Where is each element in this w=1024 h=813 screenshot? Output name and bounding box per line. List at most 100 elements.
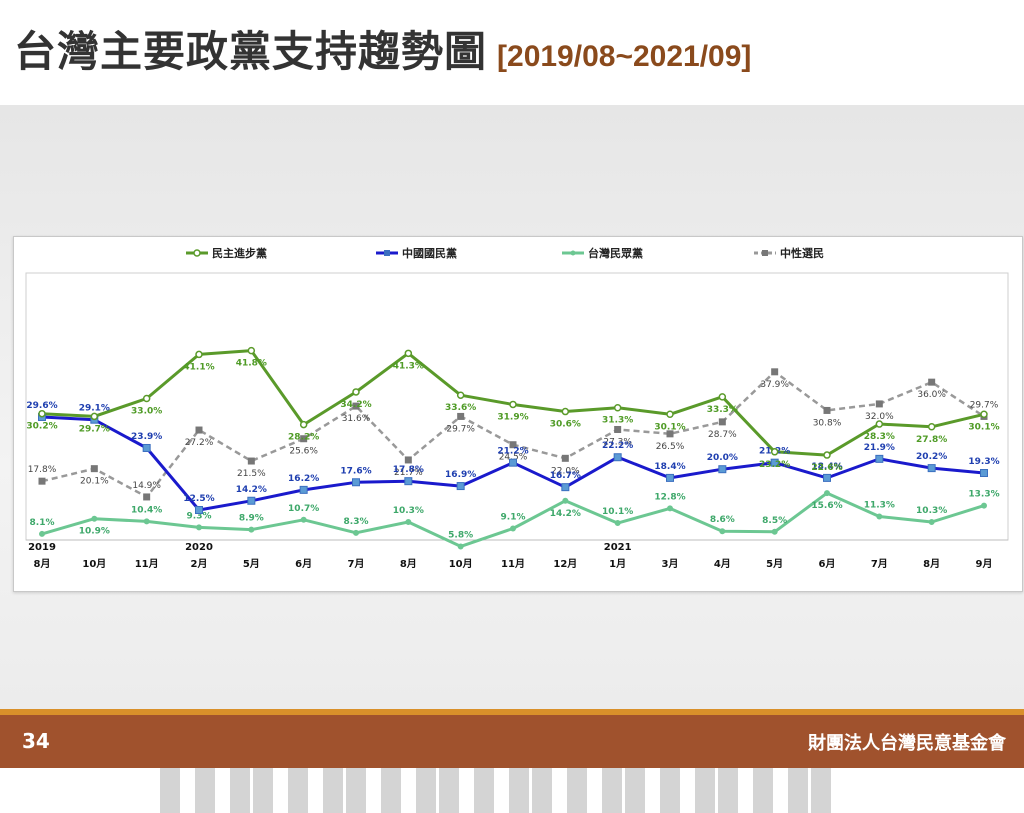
- x-tick-label: 8月: [400, 558, 417, 570]
- point-kmt: [456, 482, 465, 491]
- x-tick-label: 10月: [449, 558, 473, 570]
- point-kmt: [927, 464, 936, 473]
- data-label-neutral: 27.2%: [185, 438, 214, 448]
- x-tick-label: 5月: [766, 558, 783, 570]
- data-label-dpp: 31.9%: [497, 412, 528, 422]
- data-label-neutral: 37.9%: [760, 380, 789, 390]
- silhouette-figure: [788, 761, 808, 813]
- data-label-tpp: 13.3%: [968, 490, 999, 500]
- data-label-kmt: 20.0%: [707, 453, 738, 463]
- title-text: 台灣主要政黨支持趨勢圖: [14, 27, 488, 76]
- point-dpp: [927, 423, 936, 431]
- data-label-dpp: 41.3%: [393, 361, 424, 371]
- point-tpp: [143, 518, 150, 525]
- data-label-tpp: 10.1%: [602, 507, 633, 517]
- legend-marker-tpp: [570, 250, 576, 256]
- point-neutral: [90, 465, 98, 473]
- point-tpp: [562, 497, 569, 504]
- point-dpp: [613, 403, 622, 412]
- data-label-neutral: 31.6%: [342, 414, 371, 424]
- data-label-tpp: 15.6%: [811, 501, 842, 511]
- data-label-dpp: 28.2%: [288, 433, 319, 443]
- legend-label-tpp: 台灣民眾黨: [588, 246, 643, 260]
- x-tick-label: 11月: [135, 558, 159, 570]
- data-label-dpp: 31.3%: [602, 416, 633, 426]
- data-label-dpp: 27.8%: [916, 435, 947, 445]
- x-tick-label: 5月: [243, 558, 260, 570]
- point-tpp: [91, 515, 98, 522]
- data-label-kmt: 29.6%: [26, 401, 57, 411]
- point-neutral: [771, 368, 779, 376]
- x-year-label: 2021: [604, 542, 632, 553]
- data-label-neutral: 26.5%: [656, 442, 685, 452]
- point-dpp: [456, 391, 465, 399]
- data-label-kmt: 17.6%: [340, 466, 371, 476]
- data-label-kmt: 16.9%: [445, 470, 476, 480]
- data-label-neutral: 32.0%: [865, 412, 894, 422]
- point-tpp: [248, 526, 255, 533]
- data-label-kmt: 17.8%: [393, 465, 424, 475]
- point-kmt: [718, 465, 727, 474]
- point-kmt: [980, 469, 988, 478]
- point-kmt: [509, 458, 517, 467]
- x-tick-label: 7月: [871, 558, 888, 570]
- legend-marker-kmt: [384, 250, 390, 256]
- point-neutral: [928, 378, 936, 386]
- x-tick-label: 4月: [714, 558, 731, 570]
- data-label-tpp: 8.3%: [344, 517, 369, 527]
- point-tpp: [928, 518, 935, 525]
- x-tick-label: 7月: [348, 558, 365, 570]
- data-label-dpp: 33.6%: [445, 403, 476, 413]
- point-tpp: [353, 529, 359, 536]
- data-label-neutral: 21.5%: [237, 469, 266, 479]
- data-label-tpp: 10.9%: [79, 527, 110, 537]
- title-date-range: [2019/08~2021/09]: [497, 40, 752, 73]
- data-label-tpp: 11.3%: [864, 501, 895, 511]
- data-label-neutral: 17.8%: [28, 465, 57, 475]
- data-label-kmt: 18.4%: [811, 462, 842, 472]
- point-neutral: [875, 400, 883, 408]
- point-neutral: [666, 430, 674, 438]
- point-neutral: [718, 418, 726, 426]
- data-label-tpp: 8.1%: [30, 518, 55, 528]
- data-label-tpp: 5.8%: [448, 530, 473, 540]
- point-kmt: [770, 458, 779, 467]
- point-kmt: [823, 473, 831, 482]
- legend-marker-neutral: [762, 250, 768, 256]
- x-tick-label: 10月: [82, 558, 106, 570]
- point-neutral: [38, 477, 46, 485]
- data-label-dpp: 41.8%: [236, 359, 267, 369]
- x-tick-label: 6月: [819, 558, 836, 570]
- point-tpp: [510, 525, 516, 532]
- data-label-tpp: 9.3%: [187, 511, 212, 521]
- point-tpp: [876, 513, 883, 520]
- data-label-tpp: 10.7%: [288, 504, 319, 514]
- point-kmt: [613, 453, 622, 462]
- data-label-tpp: 14.2%: [550, 509, 581, 519]
- data-label-kmt: 18.4%: [654, 462, 685, 472]
- data-label-dpp: 41.1%: [183, 362, 214, 372]
- x-tick-label: 3月: [662, 558, 679, 570]
- data-label-neutral: 14.9%: [132, 481, 161, 491]
- legend-label-neutral: 中性選民: [780, 246, 824, 260]
- data-label-dpp: 33.0%: [131, 406, 162, 416]
- data-label-dpp: 34.2%: [340, 400, 371, 410]
- data-label-neutral: 29.7%: [446, 424, 475, 434]
- x-tick-label: 8月: [34, 558, 51, 570]
- legend-label-kmt: 中國國民黨: [402, 246, 457, 260]
- point-kmt: [247, 496, 256, 505]
- point-dpp: [823, 451, 831, 459]
- point-tpp: [39, 530, 45, 537]
- data-label-kmt: 21.2%: [497, 447, 528, 457]
- point-neutral: [195, 426, 203, 434]
- point-dpp: [666, 410, 674, 419]
- silhouette-figure: [288, 761, 308, 813]
- data-label-kmt: 16.2%: [288, 474, 319, 484]
- point-dpp: [90, 412, 99, 421]
- x-tick-label: 11月: [501, 558, 525, 570]
- x-tick-label: 6月: [295, 558, 312, 570]
- data-label-kmt: 14.2%: [236, 485, 267, 495]
- data-label-tpp: 10.3%: [916, 506, 947, 516]
- point-dpp: [247, 346, 256, 355]
- x-tick-label: 2月: [191, 558, 208, 570]
